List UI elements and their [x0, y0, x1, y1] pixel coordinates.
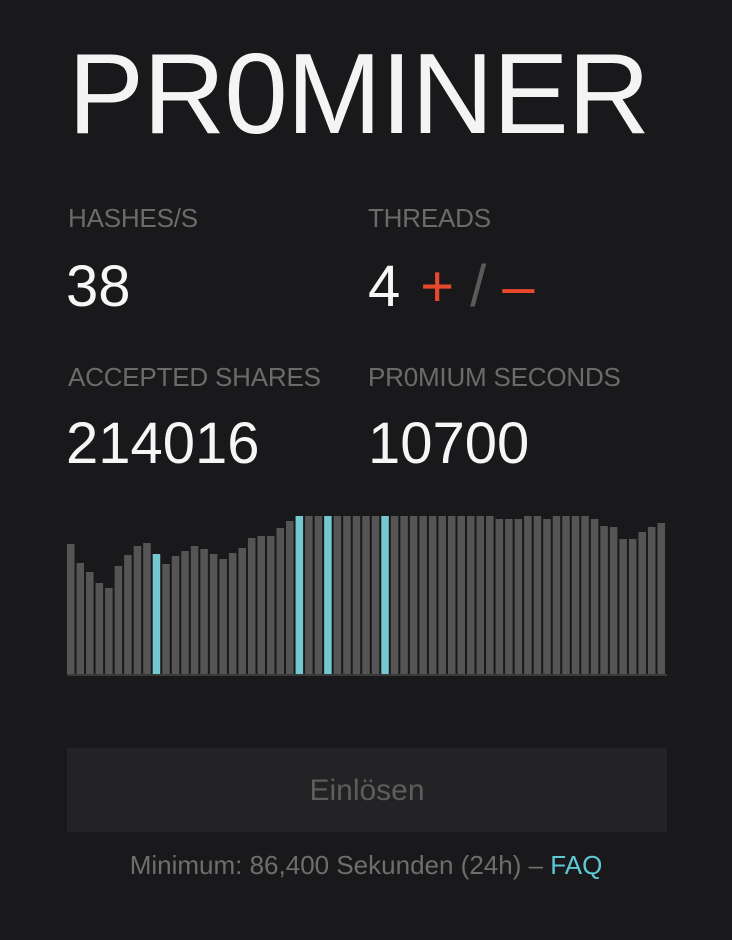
chart-bar	[571, 516, 580, 674]
chart-bar	[371, 516, 380, 674]
chart-bar	[638, 532, 646, 674]
chart-bar	[581, 516, 589, 674]
chart-bar	[514, 519, 523, 674]
chart-bar	[76, 563, 85, 674]
chart-bar	[428, 516, 437, 674]
chart-bar	[286, 521, 294, 674]
chart-bar	[171, 556, 180, 674]
chart-bar	[305, 516, 313, 674]
chart-bar	[467, 516, 475, 674]
chart-bar	[457, 516, 465, 674]
threads-increase-button[interactable]: +	[420, 254, 455, 319]
chart-bar	[609, 527, 618, 674]
minimum-text: Minimum: 86,400 Sekunden (24h) –	[129, 850, 551, 880]
chart-bar	[314, 516, 323, 674]
accepted-shares-value: 214016	[66, 411, 260, 476]
chart-bar	[600, 526, 608, 674]
chart-bar	[333, 516, 342, 674]
chart-bar	[562, 516, 570, 674]
chart-bar	[181, 551, 189, 674]
chart-bar	[257, 536, 265, 674]
chart-bar-highlighted	[324, 516, 332, 674]
chart-bar	[400, 516, 408, 674]
chart-bar	[390, 516, 399, 674]
chart-bar	[133, 546, 142, 674]
promium-seconds-value: 10700	[368, 411, 530, 476]
chart-bar	[447, 516, 456, 674]
chart-bar	[362, 516, 370, 674]
chart-bar	[476, 516, 485, 674]
threads-label: THREADS	[368, 203, 491, 233]
chart-bar	[543, 519, 551, 674]
chart-bar	[247, 538, 256, 674]
chart-bar	[95, 583, 104, 674]
chart-bar	[238, 548, 246, 674]
chart-bar	[628, 539, 637, 674]
footer-note: Minimum: 86,400 Sekunden (24h) – FAQ	[0, 850, 732, 881]
chart-bar	[219, 559, 227, 674]
chart-bar	[352, 516, 361, 674]
chart-bar-highlighted	[295, 516, 304, 674]
chart-bar	[533, 516, 542, 674]
chart-bar	[200, 549, 208, 674]
chart-bar-highlighted	[381, 516, 389, 674]
chart-bar	[343, 516, 351, 674]
app-title: PR0MINER	[68, 31, 650, 158]
chart-bar	[486, 516, 494, 674]
redeem-button[interactable]: Einlösen	[67, 748, 667, 832]
promium-seconds-label: PR0MIUM SECONDS	[368, 362, 621, 392]
chart-bar	[438, 516, 446, 674]
chart-bar	[124, 555, 132, 674]
chart-bar	[86, 572, 94, 674]
chart-bar	[209, 554, 218, 674]
chart-bar	[647, 527, 656, 674]
hashes-label: HASHES/S	[68, 203, 198, 233]
chart-bar	[619, 539, 627, 674]
chart-bar	[276, 528, 285, 674]
hashrate-chart	[67, 516, 665, 674]
chart-bar	[143, 543, 151, 674]
hashes-value: 38	[66, 254, 131, 319]
chart-bar	[419, 516, 427, 674]
threads-decrease-button[interactable]: –	[502, 254, 535, 319]
chart-bar	[67, 544, 75, 674]
chart-bar	[552, 516, 561, 674]
chart-bar	[505, 519, 513, 674]
chart-baseline	[67, 674, 667, 676]
chart-bar	[105, 588, 113, 674]
accepted-shares-label: ACCEPTED SHARES	[68, 362, 321, 392]
faq-link[interactable]: FAQ	[550, 850, 603, 880]
threads-control: 4 + / –	[368, 255, 537, 319]
chart-bar	[657, 523, 665, 674]
chart-bar	[228, 553, 237, 674]
chart-bar	[495, 519, 504, 674]
chart-bar	[190, 546, 199, 674]
chart-bar	[162, 564, 170, 674]
chart-bar	[524, 516, 532, 674]
chart-bar	[590, 519, 599, 674]
threads-separator: /	[470, 254, 487, 319]
chart-bar	[409, 516, 418, 674]
chart-bar	[114, 566, 123, 674]
chart-bar	[267, 536, 275, 674]
threads-value: 4	[368, 254, 401, 319]
chart-bar-highlighted	[152, 554, 161, 674]
